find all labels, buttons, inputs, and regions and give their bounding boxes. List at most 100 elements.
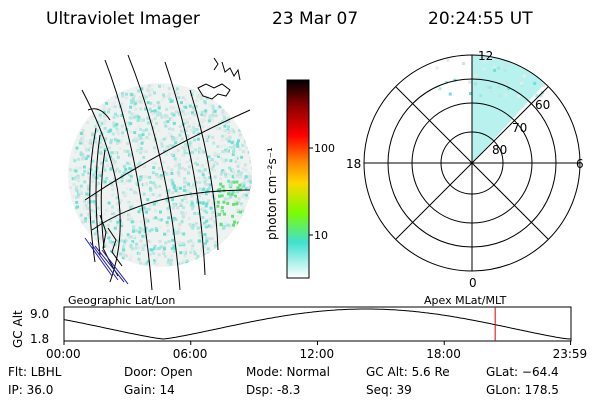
aurora-pixel: [163, 232, 167, 236]
aurora-pixel: [76, 205, 80, 209]
aurora-pixel: [206, 188, 210, 192]
aurora-pixel: [182, 232, 186, 236]
aurora-pixel: [241, 214, 245, 218]
aurora-pixel: [211, 118, 214, 122]
aurora-pixel: [148, 175, 152, 179]
aurora-pixel: [181, 211, 185, 215]
aurora-pixel: [222, 170, 226, 174]
aurora-pixel: [91, 133, 95, 137]
aurora-pixel: [205, 135, 208, 139]
altitude-xtick-label: 23:59: [553, 347, 588, 361]
aurora-pixel: [129, 122, 133, 126]
aurora-pixel: [206, 125, 210, 129]
aurora-pixel: [133, 131, 137, 135]
aurora-pixel: [121, 94, 125, 98]
aurora-pixel: [152, 202, 156, 206]
aurora-pixel: [170, 172, 174, 175]
info-glon: GLon: 178.5: [486, 383, 559, 397]
aurora-pixel: [243, 177, 247, 181]
aurora-pixel: [132, 94, 136, 98]
aurora-pixel: [139, 100, 143, 104]
aurora-pixel: [191, 106, 195, 110]
aurora-pixel: [222, 160, 226, 164]
aurora-pixel: [177, 166, 181, 170]
aurora-pixel: [85, 148, 89, 152]
aurora-pixel: [220, 119, 224, 123]
aurora-pixel: [227, 192, 230, 196]
aurora-pixel: [91, 151, 95, 154]
aurora-pixel: [82, 156, 86, 160]
aurora-pixel: [181, 242, 185, 246]
aurora-pixel: [167, 191, 171, 195]
coastline: [99, 57, 241, 277]
aurora-pixel: [150, 88, 154, 92]
aurora-pixel: [183, 112, 187, 116]
aurora-pixel: [213, 197, 216, 201]
aurora-pixel: [167, 216, 171, 220]
aurora-pixel: [85, 121, 89, 124]
aurora-pixel: [105, 102, 109, 105]
aurora-pixel: [170, 254, 174, 258]
aurora-pixel: [116, 130, 120, 134]
aurora-pixel: [132, 165, 135, 169]
aurora-pixel: [84, 217, 88, 221]
aurora-pixel: [242, 184, 245, 188]
aurora-pixel: [219, 184, 223, 188]
aurora-pixel: [119, 252, 123, 256]
aurora-pixel: [137, 246, 141, 250]
aurora-pixel: [184, 211, 187, 215]
aurora-pixel: [97, 181, 101, 185]
aurora-pixel: [216, 126, 220, 130]
aurora-pixel: [108, 240, 112, 244]
info-ip: IP: 36.0: [8, 383, 53, 397]
aurora-pixel: [139, 261, 142, 265]
aurora-pixel: [233, 194, 237, 198]
aurora-pixel: [203, 114, 207, 118]
aurora-pixel: [121, 256, 125, 260]
aurora-pixel: [174, 217, 178, 221]
aurora-pixel: [113, 215, 117, 219]
aurora-pixel: [505, 64, 509, 68]
aurora-pixel: [98, 123, 102, 127]
aurora-pixel: [158, 112, 162, 115]
aurora-pixel: [223, 197, 227, 201]
aurora-pixel: [175, 186, 179, 190]
aurora-pixel: [225, 130, 229, 133]
aurora-pixel: [89, 138, 93, 142]
aurora-pixel: [209, 249, 212, 252]
aurora-pixel: [74, 175, 78, 179]
aurora-pixel: [160, 144, 164, 148]
aurora-pixel: [179, 241, 183, 245]
aurora-pixel: [224, 236, 228, 240]
aurora-pixel: [234, 156, 238, 160]
aurora-pixel: [226, 201, 230, 205]
aurora-pixel: [158, 193, 162, 197]
aurora-pixel: [181, 118, 185, 122]
aurora-pixel: [234, 160, 238, 164]
aurora-pixel: [223, 221, 227, 225]
aurora-pixel: [211, 104, 215, 108]
aurora-pixel: [139, 128, 143, 131]
aurora-pixel: [181, 96, 185, 100]
aurora-pixel: [153, 259, 157, 262]
aurora-pixel: [159, 176, 163, 180]
aurora-pixel: [157, 247, 161, 250]
aurora-pixel: [212, 114, 216, 118]
aurora-pixel: [249, 180, 252, 184]
aurora-pixel: [98, 113, 102, 117]
aurora-pixel: [180, 129, 184, 133]
aurora-pixel: [190, 144, 194, 148]
aurora-pixel: [93, 124, 97, 128]
aurora-pixel: [99, 150, 103, 154]
aurora-pixel: [161, 98, 164, 102]
aurora-pixel: [134, 117, 138, 121]
aurora-pixel: [121, 105, 125, 109]
aurora-pixel: [138, 226, 142, 230]
aurora-pixel: [238, 133, 242, 137]
aurora-pixel: [127, 201, 131, 204]
aurora-pixel: [166, 125, 170, 129]
aurora-pixel: [200, 121, 204, 124]
aurora-pixel: [108, 146, 112, 150]
aurora-pixel: [493, 68, 497, 72]
